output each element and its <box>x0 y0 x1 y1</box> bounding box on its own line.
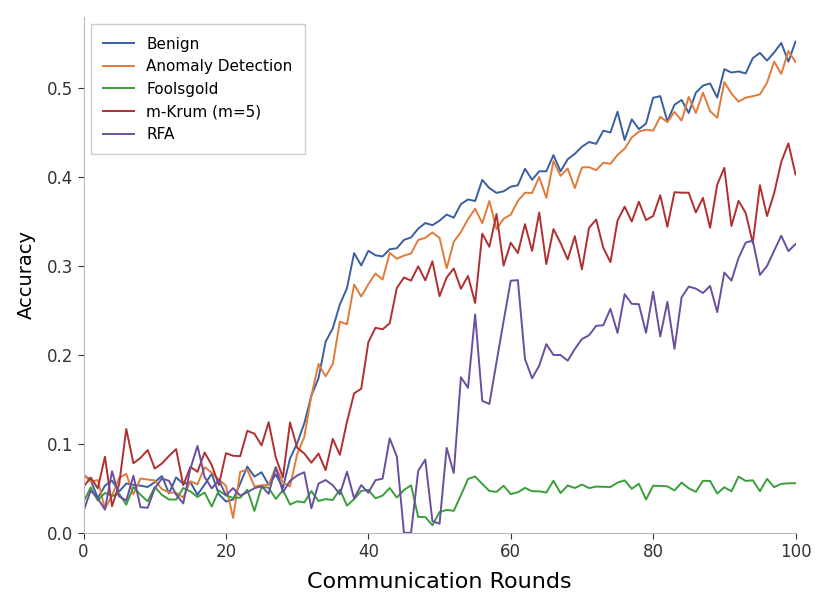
Benign <box>583 138 593 146</box>
Benign <box>413 225 423 232</box>
RFA <box>256 482 266 490</box>
RFA <box>790 241 800 248</box>
Anomaly Detection <box>413 236 423 244</box>
RFA <box>413 467 423 474</box>
Benign <box>263 481 273 488</box>
Anomaly Detection <box>512 197 522 205</box>
Line: m-Krum (m=5): m-Krum (m=5) <box>84 143 795 506</box>
Line: Benign: Benign <box>84 41 795 501</box>
Foolsgold <box>626 485 636 493</box>
RFA <box>128 472 138 479</box>
Anomaly Detection <box>790 58 800 66</box>
m-Krum (m=5) <box>136 454 146 462</box>
Anomaly Detection <box>583 164 593 171</box>
m-Krum (m=5) <box>263 418 273 426</box>
Foolsgold <box>256 483 266 490</box>
Foolsgold <box>790 479 800 487</box>
m-Krum (m=5) <box>512 250 522 257</box>
Foolsgold <box>405 482 415 489</box>
RFA <box>619 290 629 298</box>
Foolsgold <box>79 499 88 506</box>
m-Krum (m=5) <box>790 171 800 178</box>
RFA <box>583 332 593 339</box>
Line: Foolsgold: Foolsgold <box>84 476 795 526</box>
RFA <box>399 529 409 537</box>
Benign <box>128 481 138 488</box>
Legend: Benign, Anomaly Detection, Foolsgold, m-Krum (m=5), RFA: Benign, Anomaly Detection, Foolsgold, m-… <box>91 24 304 154</box>
Foolsgold <box>128 484 138 491</box>
Anomaly Detection <box>79 471 88 478</box>
Benign <box>512 181 522 189</box>
m-Krum (m=5) <box>619 203 629 210</box>
Anomaly Detection <box>619 145 629 152</box>
Anomaly Detection <box>782 48 792 55</box>
Benign <box>79 471 88 479</box>
Anomaly Detection <box>227 514 237 521</box>
Benign <box>790 38 800 45</box>
X-axis label: Communication Rounds: Communication Rounds <box>307 572 571 593</box>
Y-axis label: Accuracy: Accuracy <box>17 230 36 319</box>
Foolsgold <box>470 473 480 480</box>
m-Krum (m=5) <box>79 483 88 490</box>
m-Krum (m=5) <box>583 224 593 231</box>
Foolsgold <box>590 483 600 490</box>
m-Krum (m=5) <box>782 139 792 147</box>
Line: Anomaly Detection: Anomaly Detection <box>84 51 795 518</box>
m-Krum (m=5) <box>107 502 117 510</box>
Line: RFA: RFA <box>84 236 795 533</box>
Anomaly Detection <box>128 491 138 498</box>
Foolsgold <box>519 484 529 491</box>
RFA <box>512 276 522 284</box>
m-Krum (m=5) <box>413 262 423 270</box>
Benign <box>221 498 231 505</box>
Benign <box>619 136 629 144</box>
RFA <box>79 507 88 515</box>
Foolsgold <box>427 522 437 529</box>
RFA <box>776 232 786 239</box>
Anomaly Detection <box>263 481 273 488</box>
